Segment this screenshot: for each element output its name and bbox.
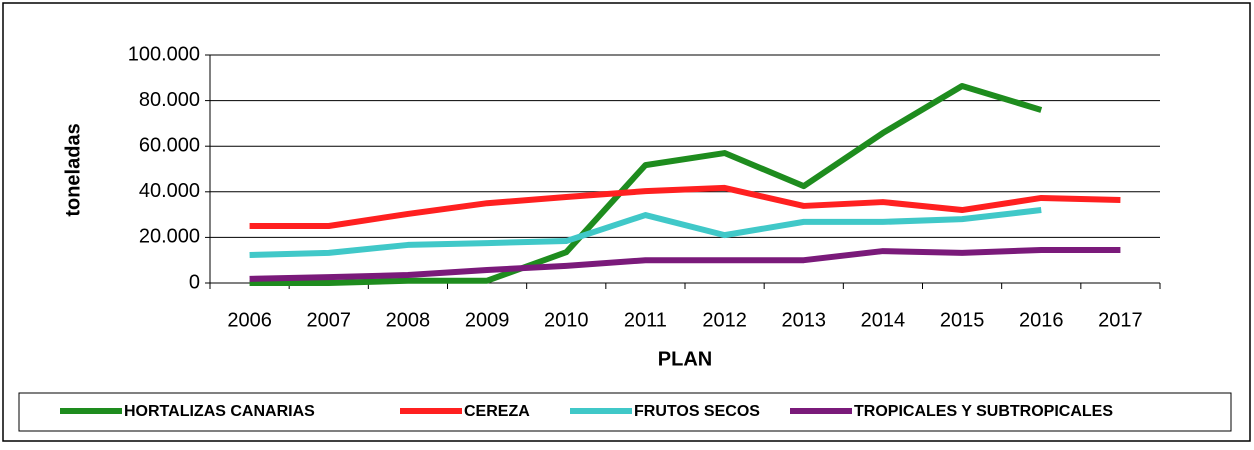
x-tick-label: 2009 (465, 309, 510, 331)
x-tick-label: 2010 (544, 309, 589, 331)
legend-label: TROPICALES Y SUBTROPICALES (854, 403, 1113, 420)
y-tick-label: 100.000 (128, 43, 200, 65)
y-tick-label: 60.000 (139, 134, 200, 156)
x-tick-label: 2011 (624, 309, 667, 331)
x-tick-label: 2006 (227, 309, 272, 331)
y-tick-label: 80.000 (139, 89, 200, 111)
x-tick-label: 2013 (782, 309, 827, 331)
x-tick-label: 2012 (702, 309, 747, 331)
legend-label: FRUTOS SECOS (634, 403, 760, 420)
y-tick-label: 0 (189, 271, 200, 293)
legend-box (18, 392, 1232, 432)
x-tick-label: 2017 (1098, 309, 1143, 331)
series-line (249, 83, 1043, 286)
x-tick-label: 2014 (861, 309, 906, 331)
y-tick-label: 20.000 (139, 226, 200, 248)
x-axis-title: PLAN (658, 348, 712, 370)
legend-label: HORTALIZAS CANARIAS (124, 403, 315, 420)
series-line (249, 184, 1121, 229)
series-line (249, 207, 1042, 258)
x-tick-label: 2015 (940, 309, 985, 331)
x-tick-label: 2007 (307, 309, 352, 331)
series-line (249, 246, 1121, 282)
x-tick-label: 2016 (1019, 309, 1064, 331)
x-tick-label: 2008 (386, 309, 431, 331)
legend-label: CEREZA (464, 403, 530, 420)
y-axis-title: toneladas (62, 123, 84, 216)
y-tick-label: 40.000 (139, 180, 200, 202)
